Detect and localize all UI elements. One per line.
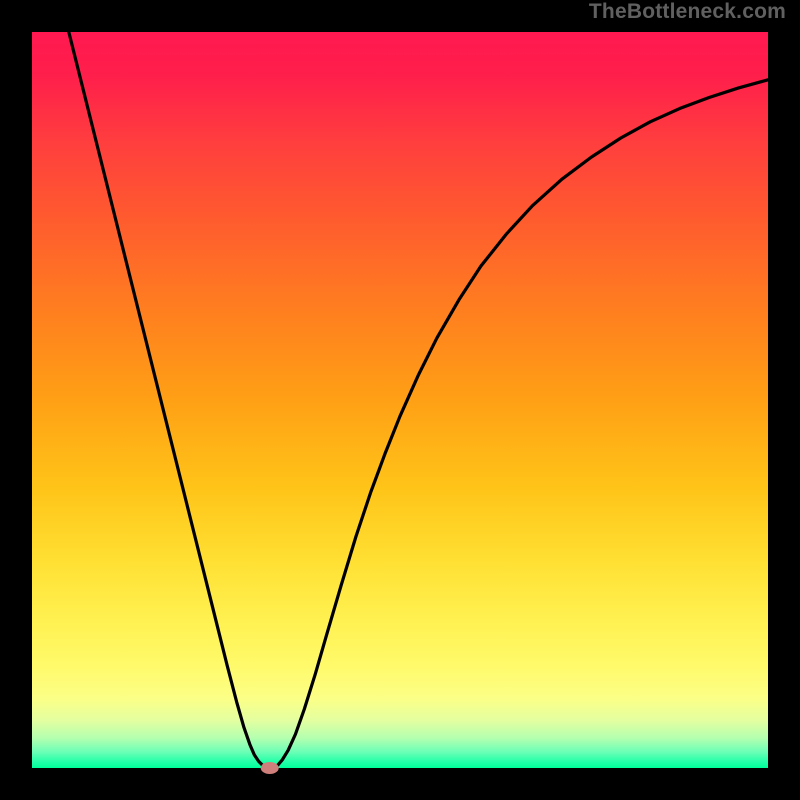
chart-container: TheBottleneck.com [0, 0, 800, 800]
plot-background [32, 32, 768, 768]
watermark-text: TheBottleneck.com [589, 0, 786, 24]
minimum-marker [261, 762, 279, 774]
chart-plot [0, 0, 800, 800]
